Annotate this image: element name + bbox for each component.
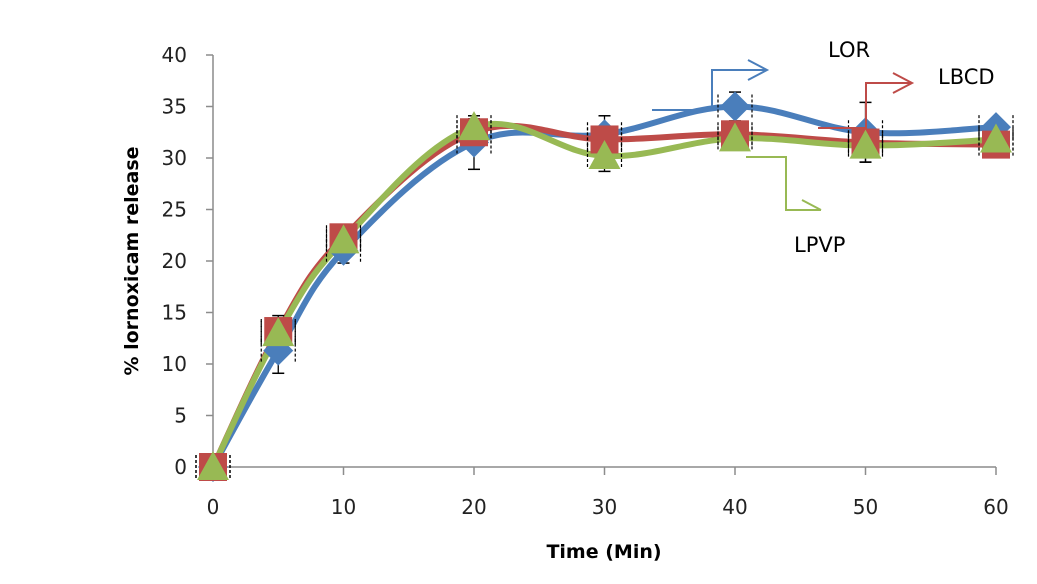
tick-labels: 0 5 10 15 20 25 30 35 40 0 10 20 30 40 50 60 <box>162 43 1009 519</box>
marker-lpvp <box>719 122 751 152</box>
callout-line-lor <box>652 69 765 111</box>
series-line-lbcd <box>210 122 999 470</box>
legend-callouts: LOR LBCD LPVP <box>652 38 995 257</box>
y-tick-label: 35 <box>162 95 187 119</box>
x-tick-label: 0 <box>207 495 220 519</box>
legend-label-lbcd: LBCD <box>938 65 995 89</box>
marker-lor <box>720 91 750 122</box>
x-tick-label: 20 <box>461 495 486 519</box>
x-axis-title: Time (Min) <box>546 541 661 563</box>
series-line-lpvp <box>210 120 999 470</box>
marker-lpvp <box>588 139 621 169</box>
legend-label-lpvp: LPVP <box>794 233 845 257</box>
y-tick-label: 25 <box>162 198 187 222</box>
y-tick-label: 40 <box>162 43 187 67</box>
marker-lpvp <box>262 317 295 347</box>
callout-line-lbcd <box>818 82 910 129</box>
legend-label-lor: LOR <box>828 38 870 62</box>
markers <box>197 91 1012 482</box>
y-tick-label: 10 <box>162 352 187 376</box>
x-tick-label: 40 <box>722 495 747 519</box>
y-axis-title: % lornoxicam release <box>121 146 143 375</box>
marker-lpvp <box>327 224 360 254</box>
y-tick-label: 5 <box>174 404 187 428</box>
x-tick-label: 30 <box>592 495 617 519</box>
callout-arrowhead-lor <box>747 59 770 81</box>
y-tick-label: 30 <box>162 146 187 170</box>
callout-line-lpvp <box>746 156 821 211</box>
marker-lpvp <box>849 129 882 159</box>
marker-lpvp <box>980 123 1012 153</box>
marker-lpvp <box>197 451 229 480</box>
x-tick-label: 60 <box>983 495 1008 519</box>
x-tick-label: 10 <box>331 495 356 519</box>
y-tick-label: 20 <box>162 249 187 273</box>
x-tick-label: 50 <box>853 495 878 519</box>
callout-arrowhead-lbcd <box>892 72 915 94</box>
marker-lpvp <box>458 111 490 141</box>
y-tick-label: 0 <box>174 455 187 479</box>
y-tick-label: 15 <box>162 301 187 325</box>
callout-arrowhead-lpvp <box>801 199 822 211</box>
